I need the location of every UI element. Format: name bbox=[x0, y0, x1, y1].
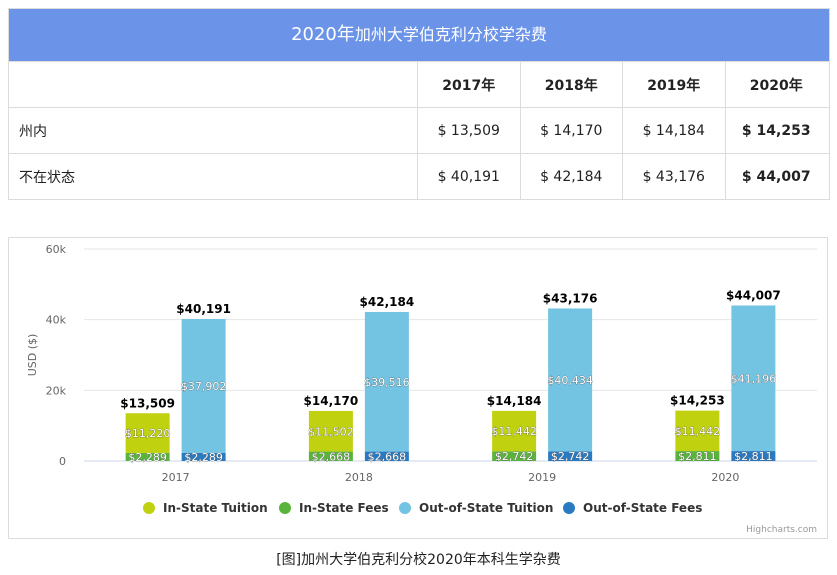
stack-total-label: $44,007 bbox=[726, 289, 781, 303]
chart-container: 0 20k 40k 60k USD ($) 2017 $2,289 $11,220 $13,50… bbox=[8, 237, 828, 539]
legend-marker bbox=[279, 502, 291, 514]
data-label: $2,289 bbox=[184, 451, 223, 464]
table-cell: $ 40,191 bbox=[417, 154, 520, 199]
stack-total-label: $43,176 bbox=[543, 291, 598, 305]
table-cell: $ 13,509 bbox=[417, 108, 520, 153]
header-2020: 2020年 bbox=[724, 62, 828, 107]
stack-total-label: $13,509 bbox=[120, 396, 175, 410]
bar-segment bbox=[731, 305, 776, 452]
chart-credit: Highcharts.com bbox=[746, 525, 817, 535]
row-label: 州内 bbox=[19, 123, 47, 140]
bar-segment bbox=[181, 318, 226, 453]
data-label: $37,902 bbox=[181, 380, 227, 393]
data-label: $2,742 bbox=[551, 450, 590, 463]
bar-segment bbox=[125, 452, 170, 461]
table-cell: $ 44,007 bbox=[724, 154, 828, 199]
stack-total-label: $14,184 bbox=[487, 394, 542, 408]
data-label: $11,442 bbox=[491, 425, 537, 438]
legend-item: Out-of-State Fees bbox=[583, 501, 702, 515]
table-header-empty bbox=[9, 62, 417, 107]
bar-segment bbox=[492, 410, 537, 452]
bar-segment bbox=[308, 410, 353, 452]
bar-segment bbox=[548, 308, 593, 452]
legend-item: In-State Fees bbox=[299, 501, 389, 515]
data-label: $11,442 bbox=[675, 425, 721, 438]
y-tick-label: 40k bbox=[46, 314, 67, 327]
table-cell: $ 14,253 bbox=[724, 108, 828, 153]
tuition-table: 2020年加州大学伯克利分校学杂费 2017年 2018年 2019年 2020… bbox=[8, 8, 830, 200]
data-label: $11,502 bbox=[308, 425, 354, 438]
data-label: $2,811 bbox=[678, 450, 717, 463]
bar-segment bbox=[364, 451, 409, 461]
table-cell: $ 14,170 bbox=[519, 108, 623, 153]
data-label: $11,220 bbox=[125, 427, 171, 440]
data-label: $2,289 bbox=[128, 451, 167, 464]
y-tick-label: 0 bbox=[59, 455, 66, 468]
table-row-out-of-state: 不在状态 $ 40,191 $ 42,184 $ 43,176 $ 44,007 bbox=[9, 153, 829, 199]
table-cell: $ 14,184 bbox=[622, 108, 725, 153]
x-tick-label: 2018 bbox=[345, 471, 373, 484]
x-tick-label: 2020 bbox=[711, 471, 739, 484]
bar-segment bbox=[125, 413, 170, 453]
header-2019: 2019年 bbox=[622, 62, 725, 107]
row-label: 不在状态 bbox=[19, 169, 75, 186]
figure-caption: [图]加州大学伯克利分校2020年本科生学杂费 bbox=[276, 552, 561, 568]
bar-segment bbox=[675, 451, 720, 461]
table-title-text: 加州大学伯克利分校学杂费 bbox=[354, 25, 547, 44]
bar-segment bbox=[675, 410, 720, 452]
legend-item: In-State Tuition bbox=[163, 501, 268, 515]
data-label: $2,668 bbox=[368, 450, 407, 463]
bar-segment bbox=[364, 311, 409, 452]
y-axis-title: USD ($) bbox=[26, 334, 39, 377]
table-title: 2020年加州大学伯克利分校学杂费 bbox=[9, 9, 829, 61]
table-row-in-state: 州内 $ 13,509 $ 14,170 $ 14,184 $ 14,253 bbox=[9, 107, 829, 153]
data-label: $2,668 bbox=[312, 450, 351, 463]
legend-marker bbox=[143, 502, 155, 514]
table-cell: $ 42,184 bbox=[519, 154, 623, 199]
data-label: $2,742 bbox=[495, 450, 534, 463]
bar-segment bbox=[181, 452, 226, 461]
stack-total-label: $14,170 bbox=[304, 394, 359, 408]
bar-segment bbox=[492, 451, 537, 461]
data-label: $39,516 bbox=[364, 376, 410, 389]
data-label: $40,434 bbox=[547, 374, 593, 387]
header-2017: 2017年 bbox=[417, 62, 520, 107]
bar-segment bbox=[548, 451, 593, 461]
data-label: $2,811 bbox=[734, 450, 773, 463]
stack-total-label: $42,184 bbox=[360, 295, 415, 309]
legend-item: Out-of-State Tuition bbox=[419, 501, 553, 515]
stack-total-label: $40,191 bbox=[176, 302, 231, 316]
table-header-row: 2017年 2018年 2019年 2020年 bbox=[9, 61, 829, 107]
stack-total-label: $14,253 bbox=[670, 394, 725, 408]
legend-marker bbox=[563, 502, 575, 514]
table-cell: $ 43,176 bbox=[622, 154, 725, 199]
header-2018: 2018年 bbox=[519, 62, 623, 107]
x-tick-label: 2017 bbox=[162, 471, 190, 484]
stacked-bar-chart: 0 20k 40k 60k USD ($) 2017 $2,289 $11,220 $13,50… bbox=[26, 243, 817, 535]
y-tick-label: 20k bbox=[46, 384, 67, 397]
x-tick-label: 2019 bbox=[528, 471, 556, 484]
data-label: $41,196 bbox=[731, 372, 777, 385]
y-tick-label: 60k bbox=[46, 243, 67, 256]
legend-marker bbox=[399, 502, 411, 514]
table-title-year: 2020年 bbox=[291, 24, 355, 45]
bar-segment bbox=[731, 451, 776, 461]
bar-segment bbox=[308, 451, 353, 461]
